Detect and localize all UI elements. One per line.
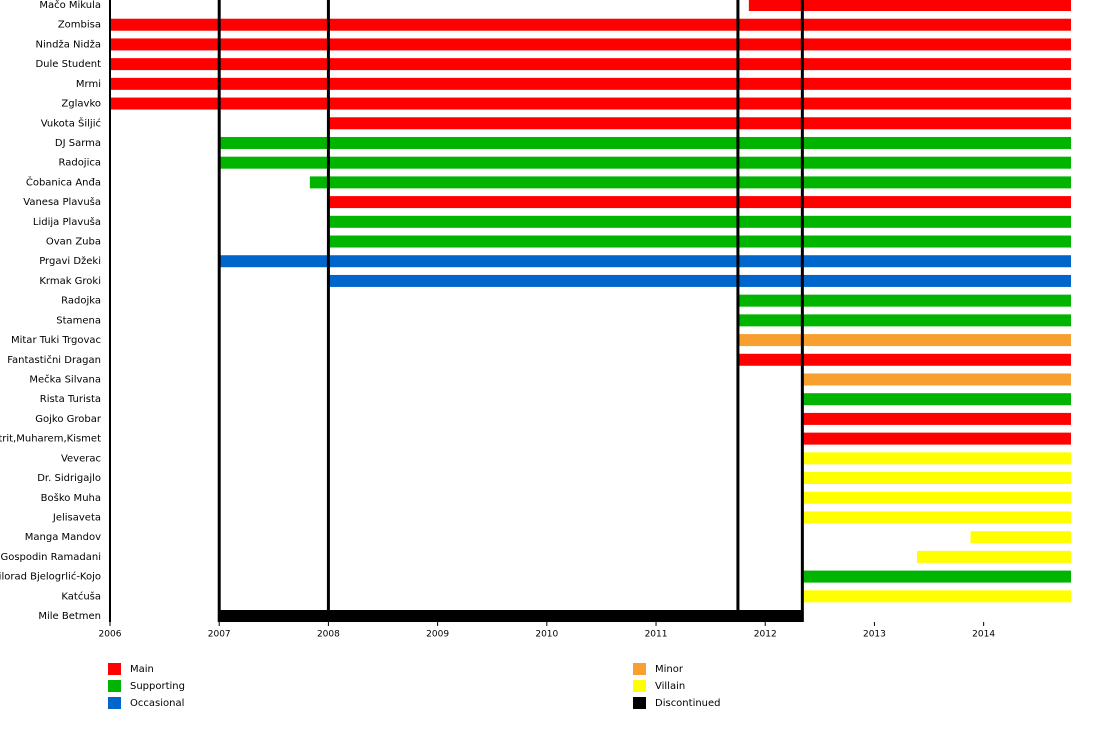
row-label: Gospodin Ramadani [0,552,101,563]
row-label: Vukota Šiljić [41,116,101,129]
x-tick-label: 2011 [645,630,668,640]
bar [802,472,1071,485]
x-tick-label: 2010 [535,630,558,640]
bar [328,215,1072,228]
legend-label: Occasional [130,698,184,709]
bar [328,235,1072,248]
row-label: Petrit,Muharem,Kismet [0,434,101,445]
bar [802,373,1071,386]
row-label: Radojica [58,158,101,169]
legend-swatch [108,680,121,692]
bar [802,393,1071,406]
row-label: Nindža Nidža [36,38,101,50]
row-label: Veverac [61,453,101,464]
legend-label: Supporting [130,681,185,692]
row-label: Mitar Tuki Trgovac [11,335,101,346]
row-label: Lidija Plavuša [33,216,101,228]
bar [110,97,1071,110]
legend-swatch [633,680,646,692]
bar [802,491,1071,504]
legend-label: Minor [655,664,684,675]
row-label: Katćuša [61,590,101,602]
row-label: Ovan Zuba [46,237,101,248]
legend-swatch [108,663,121,675]
row-label: Stamena [56,315,101,326]
bar [219,610,803,623]
row-label: Čobanica Anđa [26,175,101,188]
bar [802,432,1071,445]
x-tick-label: 2012 [754,630,777,640]
bar [737,334,1071,347]
row-label: Gojko Grobar [35,414,102,425]
row-label: Prgavi Džeki [39,255,101,267]
row-label: Radojka [61,296,101,307]
bar [917,550,1071,563]
bar [737,314,1071,327]
bar [328,117,1072,130]
legend-swatch [633,697,646,709]
row-label: Mečka Silvana [29,373,101,385]
row-label: Jelisaveta [52,512,101,523]
legend-label: Main [130,664,154,675]
bar [328,196,1072,209]
row-label: DJ Sarma [55,138,101,149]
bar [970,531,1071,544]
x-tick-label: 2009 [426,630,449,640]
bar [328,274,1072,287]
bar [737,294,1071,307]
row-label: Mile Betmen [38,611,101,622]
x-tick-label: 2014 [972,630,995,640]
row-label: Fantastični Dragan [7,354,101,366]
row-label: Dr. Sidrigajlo [37,473,101,484]
row-label: Zglavko [61,99,101,110]
row-label: Dule Student [35,59,101,70]
bar [110,58,1071,71]
row-label: Mrmi [76,79,101,90]
bar [802,452,1071,465]
legend-swatch [108,697,121,709]
bar [219,255,1072,268]
bar [802,412,1071,425]
bar [737,353,1071,366]
bar [110,18,1071,31]
row-label: Milorad Bjelogrlić-Kojo [0,571,101,583]
bar [309,176,1071,189]
row-label: Krmak Groki [39,276,101,287]
row-label: Rista Turista [40,394,101,405]
bar [110,38,1071,51]
row-label: Mačo Mikula [39,0,101,11]
row-label: Vanesa Plavuša [23,196,101,208]
bar [110,77,1071,90]
x-tick-label: 2008 [317,630,340,640]
x-tick-label: 2013 [863,630,886,640]
legend-label: Discontinued [655,698,721,709]
bar [802,570,1071,583]
legend-swatch [633,663,646,675]
bar [748,0,1071,11]
bar [219,156,1072,169]
row-label: Zombisa [58,20,101,31]
bar [219,136,1072,149]
row-label: Boško Muha [41,492,101,504]
x-tick-label: 2007 [208,630,231,640]
row-label: Manga Mandov [25,532,101,543]
bar [802,590,1071,603]
legend-label: Villain [655,681,685,692]
x-tick-label: 2006 [99,630,122,640]
bar [802,511,1071,524]
